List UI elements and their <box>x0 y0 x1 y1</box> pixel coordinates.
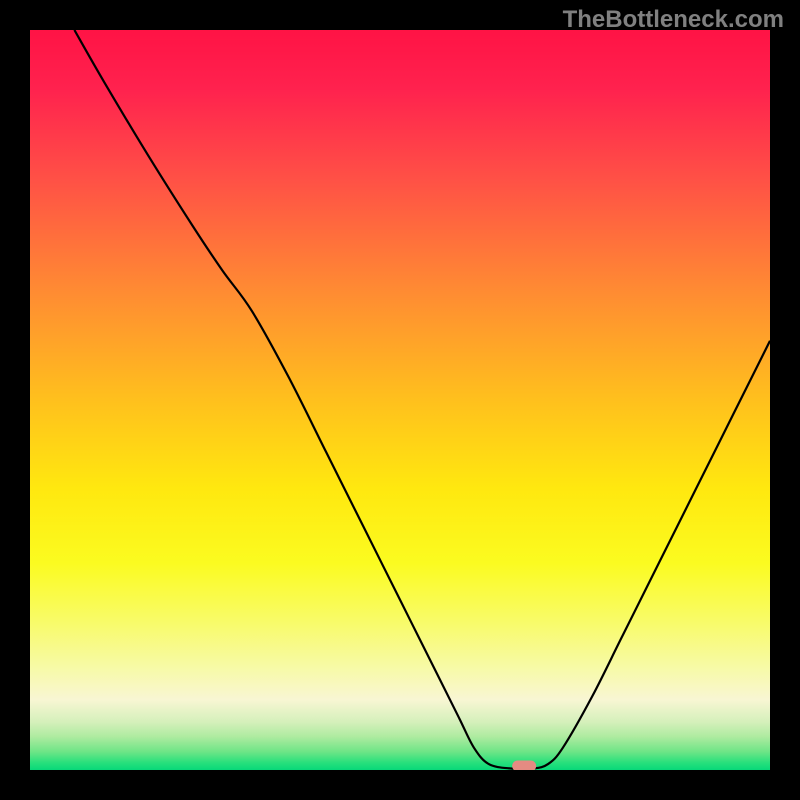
curve-path <box>74 30 770 769</box>
plot-area <box>30 30 770 770</box>
bottleneck-curve <box>30 30 770 770</box>
watermark-text: TheBottleneck.com <box>563 6 784 34</box>
chart-frame: TheBottleneck.com <box>0 0 800 800</box>
optimal-point-marker <box>512 760 536 770</box>
